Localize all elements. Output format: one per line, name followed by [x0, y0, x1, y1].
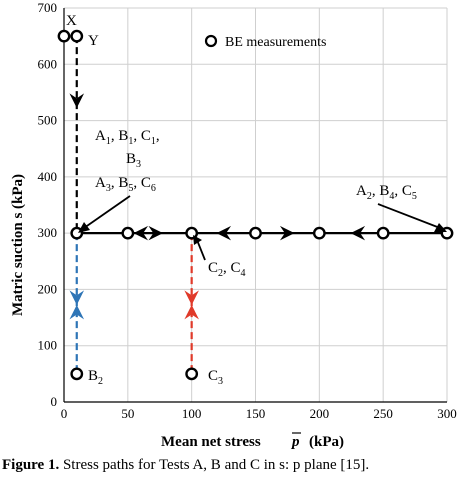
y-tick-label: 0 [51, 394, 58, 409]
x-axis-title-symbol: p [290, 434, 300, 450]
figure-caption: Figure 1. Stress paths for Tests A, B an… [2, 457, 472, 474]
y-tick-label: 600 [38, 56, 58, 71]
be-point [70, 29, 84, 43]
be-point [70, 367, 84, 381]
path-arrow-left [216, 225, 232, 241]
path-arrow-left [350, 225, 366, 241]
pointer-abc-head [78, 222, 90, 233]
x-tick-label: 300 [437, 406, 457, 421]
path-arrow-right [148, 225, 164, 241]
x-tick-label: 100 [182, 406, 202, 421]
annotation-arrows [78, 195, 447, 261]
pointer-c2c4-head [193, 235, 202, 245]
x-tick-label: 250 [373, 406, 393, 421]
pointer-c2c4 [196, 239, 206, 261]
stress-path-chart: 0 50 100 150 200 250 300 0 100 200 300 400 500 600 700… [10, 0, 457, 450]
pointer-a2b4c5-head [434, 223, 447, 232]
y-axis-title: Matric suction s (kPa) [10, 174, 26, 316]
legend: BE measurements [204, 34, 326, 50]
y-tick-label: 100 [38, 338, 58, 353]
stress-paths [69, 36, 447, 374]
path-arrow-down [184, 290, 199, 305]
label-c2c4: C2, C4 [208, 260, 246, 279]
be-point [312, 226, 326, 240]
be-point [249, 226, 262, 240]
label-abc-line2: B3 [126, 151, 141, 170]
path-arrow-down [69, 93, 85, 108]
x-axis-title-unit: (kPa) [309, 434, 344, 450]
x-tick-label: 50 [121, 406, 134, 421]
label-b2: B2 [88, 368, 103, 387]
be-point [376, 226, 390, 240]
x-axis-title-text: Mean net stress [161, 434, 261, 450]
label-x: X [66, 13, 77, 29]
label-c3: C3 [208, 368, 223, 387]
label-abc-line1: A1, B1, C1, [95, 128, 160, 147]
path-arrow-up [184, 304, 199, 320]
y-tick-label: 400 [38, 169, 58, 184]
legend-label: BE measurements [225, 35, 326, 50]
label-a2b4c5: A2, B4, C5 [356, 183, 417, 202]
path-arrow-up [69, 304, 85, 320]
path-arrow-left [133, 225, 149, 241]
be-point [121, 226, 135, 240]
pointer-abc [83, 195, 131, 229]
y-tick-label: 500 [38, 113, 58, 128]
be-point [185, 367, 199, 381]
y-tick-label: 700 [38, 0, 58, 15]
grid-lines [64, 7, 448, 402]
y-tick-label: 300 [38, 225, 58, 240]
x-tick-label: 200 [310, 406, 330, 421]
caption-text: Stress paths for Tests A, B and C in s: … [62, 457, 370, 473]
x-axis-title: Mean net stress p (kPa) [161, 432, 344, 450]
label-y: Y [88, 33, 99, 49]
y-tick-label: 200 [38, 281, 58, 296]
axes: 0 50 100 150 200 250 300 0 100 200 300 400 500 600 700 [38, 0, 457, 421]
be-point [57, 29, 71, 43]
x-tick-label: 150 [246, 406, 266, 421]
pointer-a2b4c5 [377, 203, 441, 229]
path-arrow-down [69, 290, 85, 305]
label-abc-line3: A3, B5, C6 [95, 175, 156, 194]
caption-label: Figure 1. [2, 457, 60, 473]
x-tick-label: 0 [61, 406, 68, 421]
path-arrow-right [279, 225, 295, 241]
legend-marker [204, 34, 218, 48]
